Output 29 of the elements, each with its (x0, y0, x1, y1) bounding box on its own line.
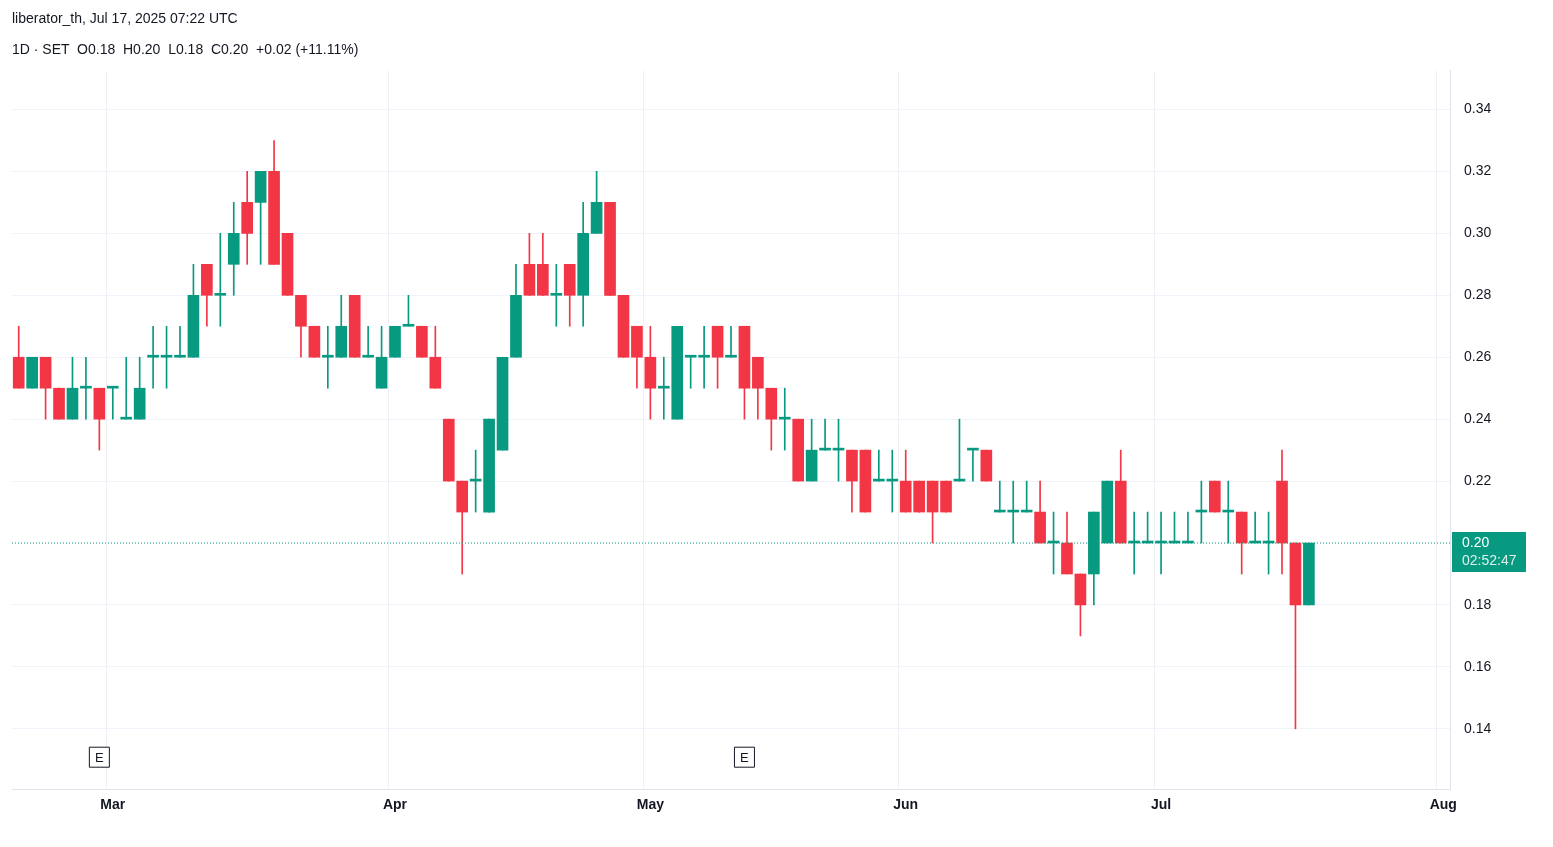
chart-subtitle: 1D · SET O0.18 H0.20 L0.18 C0.20 +0.02 (+11.11%) (12, 41, 359, 58)
annotation: E (740, 749, 750, 765)
y-tick-label: 0.14 (1464, 719, 1492, 736)
y-tick-label: 0.28 (1464, 286, 1492, 303)
y-tick-label: 0.32 (1464, 162, 1492, 179)
candlestick (362, 325, 374, 358)
y-tick-label: 0.24 (1464, 410, 1492, 427)
candlestick (174, 325, 186, 358)
x-tick-label: Apr (382, 796, 408, 813)
annotation: E (95, 749, 105, 765)
x-tick-label: Jul (1150, 796, 1172, 813)
ref-line-label: 0.20 (1462, 533, 1490, 550)
y-tick-label: 0.16 (1464, 657, 1492, 674)
x-tick-label: Jun (893, 796, 919, 813)
candlestick (80, 356, 92, 420)
text: 02:52:47 (1462, 551, 1517, 568)
candlestick (550, 264, 563, 327)
candlestick (214, 233, 227, 327)
text: liberator_th, Jul 17, 2025 07:22 UTC (11, 9, 239, 28)
x-tick-label: Mar (100, 796, 126, 813)
candlestick (147, 325, 159, 389)
x-tick-label: Aug (1429, 796, 1457, 813)
x-tick-label: May (636, 796, 665, 813)
y-tick-label: 0.34 (1464, 100, 1492, 117)
y-tick-label: 0.18 (1464, 595, 1492, 612)
y-tick-label: 0.30 (1464, 224, 1492, 241)
y-tick-label: 0.26 (1464, 348, 1492, 365)
y-tick-label: 0.22 (1464, 471, 1492, 488)
candlestick (725, 325, 737, 358)
